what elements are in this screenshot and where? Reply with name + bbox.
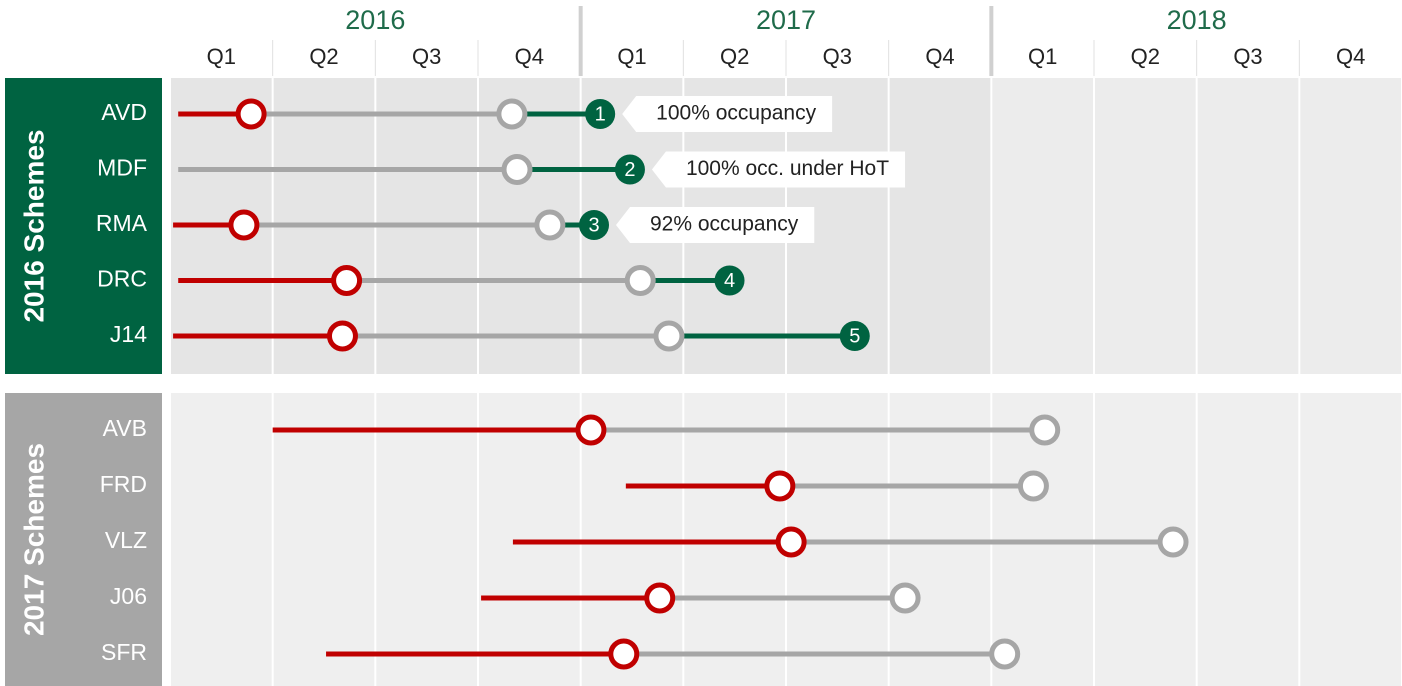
annotation: 100% occupancy: [656, 102, 816, 125]
done-milestone: [839, 321, 870, 351]
done-number: 2: [624, 159, 635, 181]
year-label: 2018: [1167, 5, 1227, 35]
red-milestone: [331, 265, 363, 296]
done-number: 5: [849, 325, 860, 347]
quarter-separator: [1196, 40, 1198, 76]
column-band: [889, 78, 991, 374]
done-milestone: [585, 99, 616, 129]
done-number: 1: [595, 103, 606, 125]
red-milestone: [775, 526, 807, 558]
column-band: [992, 78, 1093, 374]
grey-milestone: [653, 320, 685, 352]
year-separator: [578, 6, 583, 76]
grey-milestone: [889, 582, 921, 614]
grey-milestone: [1017, 470, 1049, 502]
scheme-label: SFR: [101, 639, 147, 665]
annotation: 92% occupancy: [650, 213, 799, 236]
done-milestone: [714, 265, 745, 296]
red-milestone: [575, 414, 607, 446]
quarter-label: Q3: [1233, 44, 1262, 69]
red-milestone: [235, 98, 267, 130]
red-milestone: [326, 320, 358, 352]
grey-milestone: [624, 265, 656, 296]
column-band: [1197, 78, 1299, 374]
quarter-label: Q1: [207, 44, 236, 69]
column-band: [1095, 78, 1196, 374]
quarter-label: Q1: [617, 44, 646, 69]
quarter-separator: [272, 40, 274, 76]
grey-milestone: [534, 209, 566, 241]
quarter-separator: [477, 40, 479, 76]
grey-milestone: [1157, 526, 1189, 558]
red-milestone: [228, 209, 260, 241]
quarter-label: Q2: [1131, 44, 1160, 69]
scheme-label: MDF: [97, 155, 147, 181]
annotation-box: [622, 96, 833, 132]
year-label: 2017: [756, 5, 816, 35]
scheme-label: VLZ: [105, 527, 147, 553]
done-milestone: [579, 210, 610, 240]
scheme-label: RMA: [96, 210, 148, 236]
column-band: [171, 393, 272, 686]
grey-milestone: [1029, 414, 1061, 446]
group-panel: [5, 393, 162, 686]
scheme-label: FRD: [100, 471, 147, 497]
quarter-label: Q3: [823, 44, 852, 69]
quarter-separator: [1298, 40, 1300, 76]
quarter-label: Q2: [720, 44, 749, 69]
group-label: 2017 Schemes: [18, 443, 49, 636]
scheme-label: J06: [110, 583, 147, 609]
quarter-label: Q4: [925, 44, 954, 69]
red-milestone: [608, 638, 640, 670]
scheme-label: J14: [110, 321, 147, 347]
quarter-label: Q4: [1336, 44, 1365, 69]
quarter-separator: [888, 40, 890, 76]
done-number: 3: [588, 214, 599, 236]
year-separator: [989, 6, 994, 76]
annotation-box: [651, 151, 906, 188]
quarter-separator: [374, 40, 376, 76]
scheme-label: AVD: [101, 99, 147, 125]
done-number: 4: [724, 270, 735, 292]
year-label: 2016: [345, 5, 405, 35]
done-milestone: [614, 154, 645, 185]
red-milestone: [644, 582, 676, 614]
quarter-separator: [682, 40, 684, 76]
grey-milestone: [989, 638, 1021, 670]
quarter-label: Q4: [515, 44, 544, 69]
quarter-label: Q3: [412, 44, 441, 69]
quarter-label: Q1: [1028, 44, 1057, 69]
quarter-separator: [1093, 40, 1095, 76]
quarter-label: Q2: [309, 44, 338, 69]
grey-milestone: [501, 154, 533, 185]
group-label: 2016 Schemes: [18, 129, 49, 322]
red-milestone: [764, 470, 796, 502]
scheme-label: AVB: [103, 415, 147, 441]
grey-milestone: [496, 98, 528, 130]
column-band: [376, 393, 477, 686]
quarter-separator: [785, 40, 787, 76]
column-band: [1300, 393, 1401, 686]
group-panel: [5, 78, 162, 374]
column-band: [1300, 78, 1401, 374]
column-band: [273, 393, 375, 686]
column-band: [1197, 393, 1299, 686]
annotation: 100% occ. under HoT: [686, 157, 889, 180]
scheme-label: DRC: [97, 266, 147, 292]
annotation-box: [616, 207, 815, 243]
